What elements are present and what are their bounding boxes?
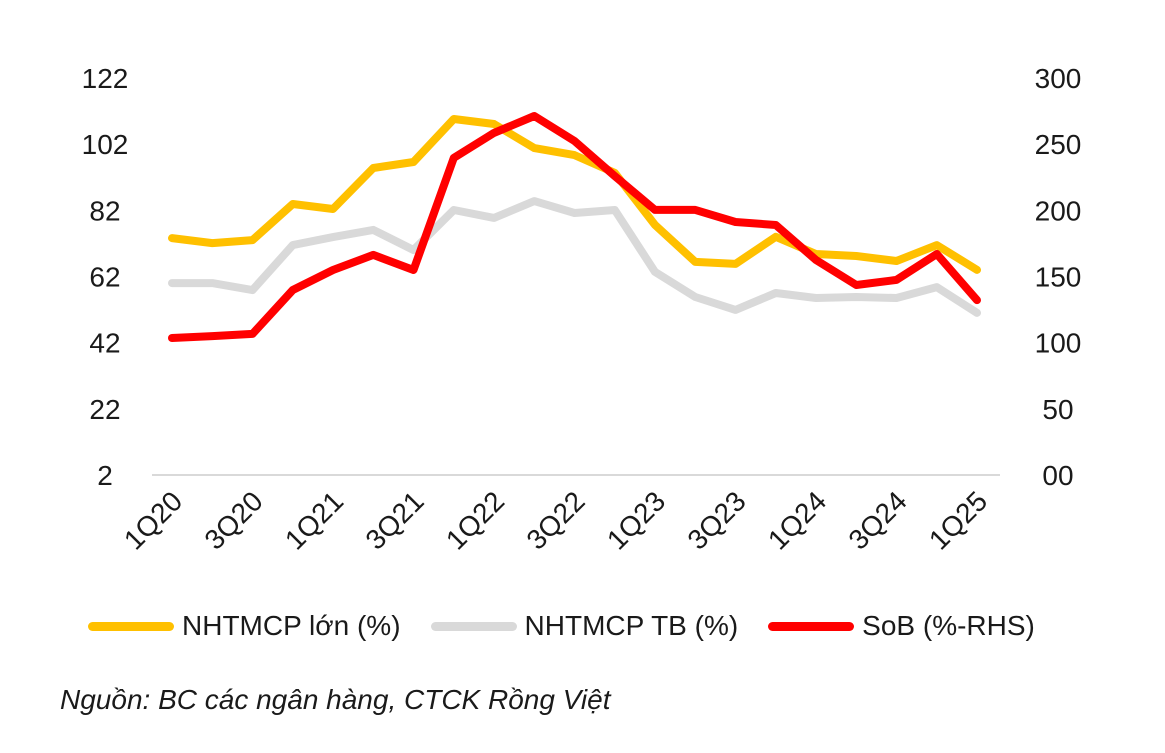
x-tick-label: 1Q20: [118, 485, 188, 555]
y-right-tick-label: 150: [1035, 262, 1082, 293]
y-left-tick-label: 122: [82, 63, 129, 94]
y-left-tick-label: 42: [89, 328, 120, 359]
legend: NHTMCP lớn (%) NHTMCP TB (%) SoB (%-RHS): [88, 610, 1065, 642]
legend-label: SoB (%-RHS): [862, 610, 1035, 641]
y-right-tick-label: 200: [1035, 195, 1082, 226]
y-right-tick-label: 50: [1042, 394, 1073, 425]
x-tick-label: 1Q23: [601, 485, 671, 555]
x-tick-label: 3Q20: [198, 485, 268, 555]
x-tick-label: 1Q24: [762, 485, 832, 555]
legend-item-nhtmcp-tb: NHTMCP TB (%): [430, 610, 739, 642]
x-tick-label: 1Q21: [279, 485, 349, 555]
x-tick-label: 3Q22: [520, 485, 590, 555]
y-left-tick-label: 62: [89, 262, 120, 293]
legend-swatch: [430, 621, 517, 631]
y-left-tick-label: 22: [89, 394, 120, 425]
x-tick-label: 1Q25: [923, 485, 993, 555]
y-left-tick-label: 102: [82, 129, 129, 160]
legend-item-sob: SoB (%-RHS): [768, 610, 1035, 642]
y-right-tick-label: 00: [1042, 460, 1073, 491]
legend-item-nhtmcp-lon: NHTMCP lớn (%): [88, 610, 401, 642]
y-right-tick-label: 100: [1035, 328, 1082, 359]
legend-swatch: [768, 621, 855, 631]
y-right-tick-label: 250: [1035, 129, 1082, 160]
y-right-tick-label: 300: [1035, 63, 1082, 94]
legend-label: NHTMCP lớn (%): [182, 610, 401, 641]
x-tick-label: 3Q23: [681, 485, 751, 555]
y-left-tick-label: 82: [89, 195, 120, 226]
legend-swatch: [88, 621, 174, 631]
x-tick-label: 3Q24: [842, 485, 912, 555]
source-note: Nguồn: BC các ngân hàng, CTCK Rồng Việt: [60, 684, 611, 715]
x-tick-label: 1Q22: [440, 485, 510, 555]
series-line-2: [168, 112, 981, 342]
x-tick-label: 3Q21: [359, 485, 429, 555]
legend-label: NHTMCP TB (%): [524, 610, 739, 641]
y-left-tick-label: 2: [97, 460, 113, 491]
